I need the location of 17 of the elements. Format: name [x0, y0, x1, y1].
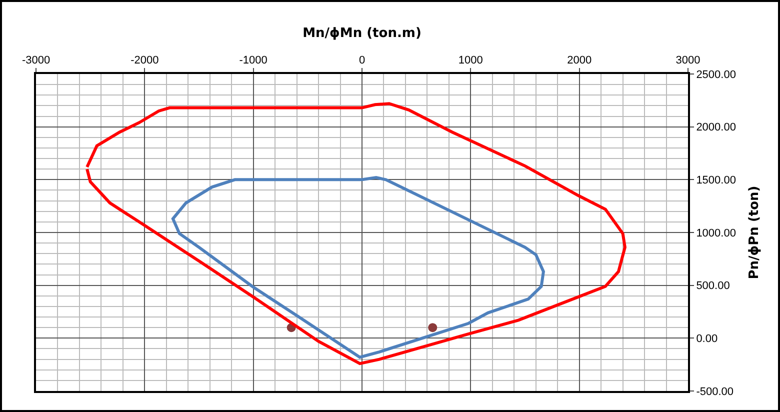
y-tick-label: 1500.00 — [696, 174, 736, 187]
y-tick-label: 1000.00 — [696, 227, 736, 240]
line-series — [86, 102, 626, 366]
y-tick-label: 0.00 — [696, 333, 718, 346]
x-tick-label: 1000 — [458, 54, 483, 67]
y-tick-label: 2500.00 — [696, 68, 736, 81]
x-tick-label: -1000 — [239, 54, 268, 67]
x-tick-label: 0 — [358, 54, 366, 67]
x-axis-title: Mn/ϕMn (ton.m) — [302, 26, 422, 42]
x-tick-label: 2000 — [567, 54, 592, 67]
x-tick-label: 3000 — [676, 54, 700, 67]
y-tick-label: 500.00 — [696, 280, 730, 292]
y-axis-title: Pn/ϕPn (ton) — [747, 186, 762, 280]
y-tick-label: 2000.00 — [696, 122, 736, 134]
x-tick-label: -2000 — [130, 54, 159, 67]
x-tick-label: -3000 — [22, 54, 50, 67]
y-tick-label: -500.00 — [696, 386, 734, 398]
